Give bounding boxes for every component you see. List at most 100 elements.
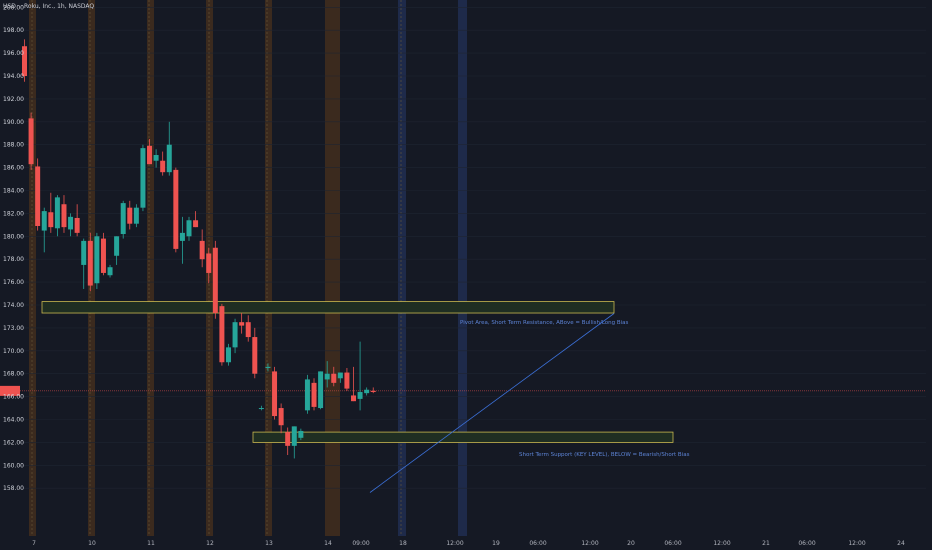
candle-body [239, 322, 245, 326]
candle[interactable] [324, 361, 330, 388]
candle[interactable] [166, 121, 172, 176]
time-axis[interactable]: 7 10 11 12 13 14 09:00 18 12:00 19 06:00 12:00 20 06:… [0, 536, 932, 550]
candle[interactable] [291, 426, 297, 459]
candle[interactable] [147, 138, 153, 165]
candle[interactable] [318, 371, 324, 410]
candle[interactable] [199, 229, 205, 268]
candle[interactable] [337, 372, 343, 383]
candle[interactable] [219, 303, 225, 366]
x-tick-label: 11 [147, 540, 155, 547]
candle[interactable] [344, 367, 350, 391]
pivot-zone-label: Pivot Area, Short Term Resistance, ABove… [460, 320, 629, 326]
candle[interactable] [160, 151, 166, 176]
candle[interactable] [357, 341, 363, 411]
trendline[interactable] [369, 313, 615, 493]
session-band [265, 0, 272, 536]
x-tick-label: 24 [897, 540, 905, 547]
candle-body [54, 197, 60, 229]
candle[interactable] [304, 374, 310, 414]
candle[interactable] [311, 378, 317, 411]
candle[interactable] [186, 216, 192, 241]
zones[interactable]: Pivot Area, Short Term Resistance, ABove… [41, 301, 690, 458]
candle-body [68, 216, 74, 230]
pivot-zone[interactable] [41, 301, 615, 314]
y-tick-label: 180.00 [3, 233, 24, 240]
candles[interactable] [22, 39, 376, 459]
y-tick-label: 160.00 [3, 462, 24, 469]
candle[interactable] [285, 427, 291, 455]
session-band [29, 0, 36, 536]
candle[interactable] [278, 403, 284, 434]
candle-body [225, 347, 231, 363]
candle-body [311, 382, 317, 407]
y-tick-label: 194.00 [3, 73, 24, 80]
candle[interactable] [54, 195, 60, 237]
candle[interactable] [206, 247, 212, 284]
x-tick-label: 18 [399, 540, 407, 547]
candle[interactable] [173, 167, 179, 253]
candle[interactable] [28, 112, 34, 170]
candle[interactable] [153, 149, 159, 168]
candle[interactable] [114, 236, 120, 265]
x-tick-label: 21 [762, 540, 770, 547]
current-price-line-group [0, 385, 926, 396]
candle-body [153, 155, 159, 161]
candle-body [81, 240, 87, 265]
candle[interactable] [364, 387, 370, 396]
candle[interactable] [140, 144, 146, 212]
x-tick-label: 20 [627, 540, 635, 547]
candle[interactable] [94, 232, 100, 289]
y-tick-label: 166.00 [3, 394, 24, 401]
candle[interactable] [258, 405, 264, 411]
candle[interactable] [239, 313, 245, 334]
price-axis[interactable]: 158.00 160.00 162.00 164.00 166.00 168.00 170.… [3, 4, 24, 492]
candle-body [186, 220, 192, 237]
y-tick-label: 182.00 [3, 210, 24, 217]
candle-body [351, 395, 356, 402]
candle[interactable] [351, 366, 356, 402]
candle[interactable] [107, 264, 113, 278]
x-tick-label: 06:00 [664, 540, 681, 547]
session-band [147, 0, 154, 536]
candle[interactable] [331, 366, 337, 387]
candle-body [344, 372, 350, 389]
candle[interactable] [74, 204, 80, 237]
candle[interactable] [81, 238, 87, 289]
candle[interactable] [370, 387, 376, 394]
x-tick-label: 12:00 [581, 540, 598, 547]
y-tick-label: 184.00 [3, 188, 24, 195]
y-tick-label: 168.00 [3, 371, 24, 378]
candle[interactable] [61, 195, 67, 233]
candle[interactable] [120, 200, 126, 239]
currency-label: USD [3, 3, 16, 10]
candle[interactable] [87, 232, 93, 292]
candle-body [160, 160, 166, 173]
candle[interactable] [179, 216, 185, 264]
candle[interactable] [272, 366, 278, 420]
candle[interactable] [35, 158, 41, 231]
candle[interactable] [48, 192, 54, 233]
candle[interactable] [225, 343, 231, 366]
candle[interactable] [193, 211, 199, 228]
candle[interactable] [127, 200, 133, 230]
candle[interactable] [100, 232, 106, 276]
candle[interactable] [232, 318, 238, 354]
candle[interactable] [245, 315, 251, 342]
candle[interactable] [298, 428, 304, 441]
candle[interactable] [22, 39, 27, 82]
candle[interactable] [252, 327, 258, 379]
candle-body [318, 371, 324, 409]
support-zone[interactable] [252, 431, 674, 443]
candle-body [179, 232, 185, 241]
candle[interactable] [212, 240, 218, 319]
candle-body [61, 204, 67, 228]
candle[interactable] [265, 363, 271, 372]
candle[interactable] [68, 213, 74, 237]
candle[interactable] [133, 204, 139, 228]
candle-body [107, 267, 113, 276]
x-tick-label: 12 [206, 540, 214, 547]
candle-body [127, 207, 133, 224]
candle[interactable] [41, 207, 47, 253]
